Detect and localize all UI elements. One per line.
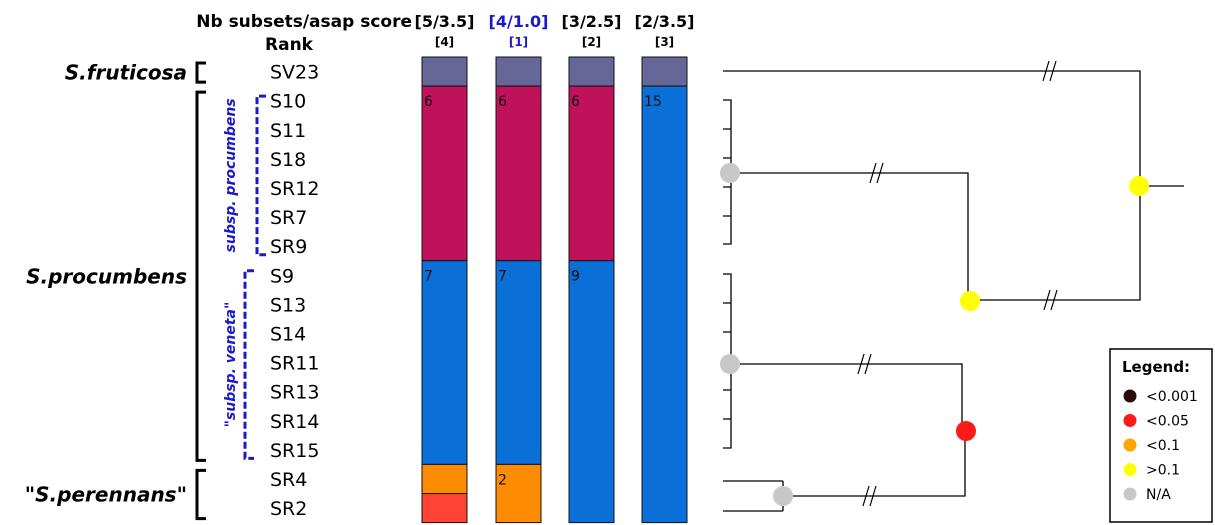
break-mark [869, 162, 877, 184]
column-rank: [3] [655, 35, 674, 49]
break-mark [1049, 60, 1057, 82]
partition-bar [421, 463, 468, 494]
species-bracket [195, 61, 206, 84]
break-mark [857, 353, 865, 375]
partition-bar [495, 463, 542, 524]
legend-swatch [1123, 487, 1137, 501]
legend-swatch [1123, 414, 1137, 427]
sample-label: SV23 [270, 62, 319, 84]
partition-bar [421, 493, 468, 524]
sample-label: SR15 [270, 440, 319, 462]
sample-label: SR11 [270, 353, 319, 375]
partition-count: 7 [424, 269, 433, 285]
column-headers: [5/3.5] [4] [4/1.0] [1] [3/2.5] [2] [2/3.5] [3] [415, 12, 695, 49]
support-node [956, 421, 976, 441]
sample-label: S9 [270, 265, 294, 287]
score-header: Nb subsets/asap score [196, 12, 412, 32]
break-mark [1050, 289, 1058, 311]
column-rank: [1] [509, 35, 528, 49]
legend-title: Legend: [1122, 358, 1190, 376]
sample-label: SR13 [270, 382, 319, 404]
sample-label: S14 [270, 323, 306, 345]
partition-bar [568, 260, 615, 524]
legend-swatch [1123, 438, 1137, 452]
legend-swatch [1123, 463, 1137, 476]
sample-label: S13 [270, 294, 306, 316]
break-mark [1043, 289, 1051, 311]
support-node [720, 163, 740, 183]
sample-label: SR12 [270, 178, 319, 200]
species-label: S.procumbens [26, 264, 187, 288]
support-node [960, 291, 980, 311]
partition-bar [421, 85, 468, 262]
partition-bar [568, 85, 615, 262]
legend-label: <0.05 [1146, 414, 1189, 430]
column-score: [3/2.5] [562, 12, 622, 31]
delimitation-bars: 6 7 6 7 2 6 9 15 [421, 56, 688, 524]
partition-bar [421, 56, 468, 87]
column-score: [5/3.5] [415, 12, 475, 31]
column-rank: [2] [582, 35, 601, 49]
partition-bar [495, 260, 542, 465]
column-rank: [4] [435, 35, 454, 49]
legend-label: <0.1 [1146, 438, 1180, 454]
partition-count: 6 [498, 94, 507, 110]
partition-count: 6 [424, 94, 433, 110]
rank-header: Rank [265, 35, 314, 55]
break-mark [864, 353, 872, 375]
partition-bar [568, 56, 615, 87]
partition-count: 15 [644, 94, 662, 110]
tree-branch [783, 431, 966, 497]
sample-label: S10 [270, 91, 306, 113]
legend-label: N/A [1146, 487, 1171, 503]
phylogenetic-tree [720, 60, 1184, 512]
tree-branch [731, 172, 969, 301]
support-node [773, 486, 793, 506]
break-mark [1042, 60, 1050, 82]
partition-bar [495, 85, 542, 262]
sample-label: S11 [270, 120, 306, 142]
sample-label: SR9 [270, 236, 307, 258]
legend-swatch [1123, 389, 1137, 403]
partition-bar [641, 85, 688, 524]
species-label: "S.perennans" [25, 483, 187, 507]
break-mark [862, 485, 870, 507]
sample-labels: SV23 S10 S11 S18 SR12 SR7 SR9 S9 S13 S14 SR11 SR13 S… [270, 62, 319, 520]
species-bracket [195, 468, 206, 521]
sample-label: SR14 [270, 411, 319, 433]
partition-count: 2 [498, 472, 507, 488]
column-score: [4/1.0] [489, 12, 549, 31]
partition-count: 7 [498, 269, 507, 285]
legend-label: <0.001 [1146, 389, 1198, 405]
legend: Legend: <0.001 <0.05 <0.1 >0.1 N/A [1109, 348, 1213, 523]
support-node [1129, 176, 1149, 196]
tree-branch [731, 363, 963, 430]
species-brackets: S.fruticosa S.procumbens "S.perennans" subs… [25, 61, 266, 521]
tree-branch [723, 128, 731, 217]
species-label: S.fruticosa [65, 61, 187, 85]
tree-branch [723, 70, 1141, 186]
subspecies-bracket [255, 94, 266, 257]
break-mark [876, 162, 884, 184]
sample-label: SR2 [270, 498, 307, 520]
sample-label: SR4 [270, 469, 307, 491]
sample-label: S18 [270, 149, 306, 171]
subspecies-label: "subsp. veneta" [223, 302, 239, 428]
sample-label: SR7 [270, 207, 307, 229]
species-bracket [195, 90, 206, 462]
subspecies-label: subsp. procumbens [223, 98, 239, 252]
partition-count: 6 [571, 94, 580, 110]
partition-bar [495, 56, 542, 87]
legend-label: >0.1 [1146, 463, 1180, 479]
partition-count: 9 [571, 269, 580, 285]
break-mark [869, 485, 877, 507]
subspecies-bracket [243, 269, 254, 460]
support-node [720, 354, 740, 374]
column-score: [2/3.5] [635, 12, 695, 31]
partition-bar [641, 56, 688, 87]
tree-branch [970, 186, 1141, 301]
partition-bar [421, 260, 468, 465]
